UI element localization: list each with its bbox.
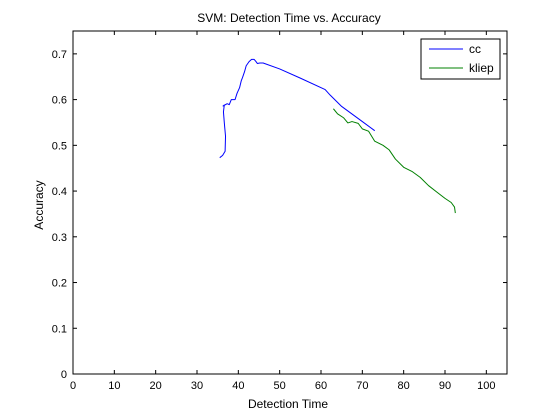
- x-tick-label: 0: [70, 380, 76, 392]
- y-tick-label: 0: [61, 369, 67, 381]
- x-tick-label: 100: [477, 380, 495, 392]
- series-layer: [219, 58, 456, 214]
- x-tick-label: 50: [274, 380, 286, 392]
- y-tick-label: 0.1: [52, 323, 67, 335]
- legend-box: [420, 38, 501, 80]
- x-tick-label: 80: [398, 380, 410, 392]
- y-tick-label: 0.3: [52, 232, 67, 244]
- x-tick-label: 40: [232, 380, 244, 392]
- x-tick-label: 20: [150, 380, 162, 392]
- legend-label-kliep: kliep: [469, 61, 494, 75]
- y-tick-label: 0.5: [52, 140, 67, 152]
- y-tick-label: 0.7: [52, 49, 67, 61]
- series-line-kliep: [333, 108, 456, 214]
- legend: cc kliep: [420, 38, 501, 80]
- x-axis-label: Detection Time: [248, 397, 328, 411]
- y-tick-label: 0.6: [52, 95, 67, 107]
- legend-label-cc: cc: [469, 42, 481, 56]
- y-tick-label: 0.2: [52, 278, 67, 290]
- plot-area: [72, 30, 508, 375]
- chart-title: SVM: Detection Time vs. Accuracy: [197, 11, 380, 25]
- y-tick-label: 0.4: [52, 186, 67, 198]
- x-tick-label: 30: [191, 380, 203, 392]
- y-axis-label: Accuracy: [32, 180, 46, 229]
- series-line-cc: [219, 58, 376, 159]
- x-tick-label: 70: [356, 380, 368, 392]
- axis-ticks: 0 10 20 30 40 50 60 70 80 90 100 0 0.1 0.2 0.3 0.4 0.5 0.…: [52, 31, 507, 392]
- x-tick-label: 90: [439, 380, 451, 392]
- x-tick-label: 10: [108, 380, 120, 392]
- x-tick-label: 60: [315, 380, 327, 392]
